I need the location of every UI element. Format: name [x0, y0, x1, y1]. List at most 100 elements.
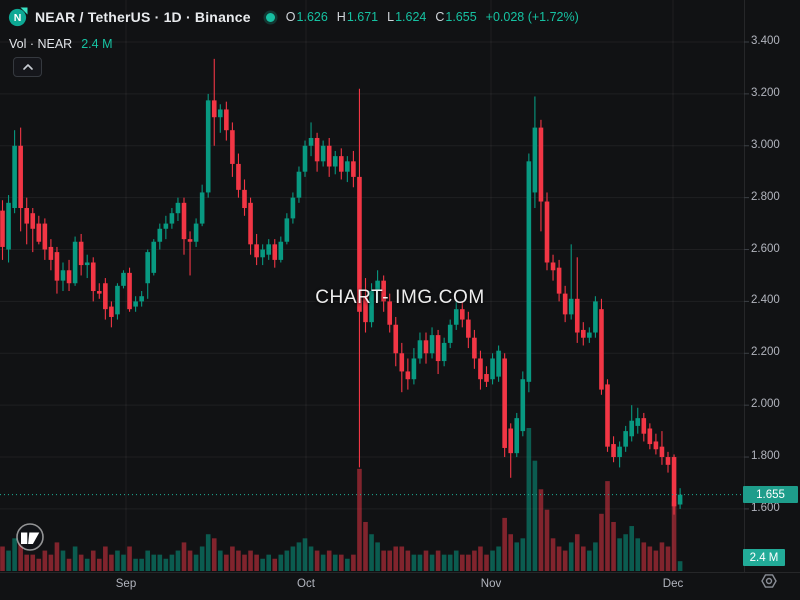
candle-body	[423, 340, 429, 354]
symbol-title[interactable]: NEAR / TetherUS · 1D · Binance	[35, 9, 251, 25]
volume-bar	[520, 538, 526, 571]
candle-body	[290, 197, 296, 219]
candle-body	[581, 329, 586, 338]
volume-bar	[599, 513, 604, 571]
candle-body	[381, 280, 386, 302]
candle-body	[526, 161, 532, 382]
candle-body	[175, 202, 181, 214]
candle-body	[635, 418, 641, 426]
candle-body	[12, 145, 17, 209]
candle-body	[230, 130, 235, 164]
volume-bar	[653, 550, 659, 571]
volume-bar	[302, 538, 308, 571]
volume-bar	[12, 538, 17, 571]
volume-bar	[623, 534, 628, 571]
volume-bar	[139, 558, 144, 571]
candle-body	[351, 161, 356, 177]
candle-body	[18, 145, 23, 209]
candle-body	[653, 441, 659, 450]
candle-body	[466, 319, 471, 338]
candle-body	[314, 137, 320, 162]
volume-bar	[30, 554, 36, 571]
volume-bar	[109, 554, 114, 571]
candle-body	[66, 270, 72, 284]
candle-body	[0, 210, 5, 247]
volume-bar	[671, 501, 677, 571]
volume-bar	[478, 546, 483, 571]
volume-bar	[659, 542, 665, 571]
volume-bar	[284, 550, 290, 571]
volume-bar	[103, 546, 108, 571]
candle-body	[272, 244, 278, 260]
candle-body	[574, 298, 580, 333]
candle-body	[532, 127, 538, 193]
time-axis-label: Nov	[480, 578, 502, 590]
volume-bar	[115, 550, 120, 571]
candle-body	[36, 223, 42, 242]
candle-body	[677, 494, 683, 505]
candle-body	[538, 127, 544, 202]
candle-body	[54, 252, 60, 281]
collapse-toolbar-button[interactable]	[13, 57, 42, 77]
volume-bar	[308, 546, 314, 571]
candle-body	[24, 208, 29, 224]
candle-body	[641, 418, 647, 434]
volume-bar	[0, 546, 5, 571]
volume-bar	[363, 521, 368, 571]
volume-bar	[641, 542, 647, 571]
volume-bar	[187, 550, 193, 571]
tradingview-logo[interactable]	[15, 522, 45, 552]
candle-body	[544, 201, 550, 263]
price-axis-label: 3.000	[751, 138, 780, 151]
candle-body	[139, 296, 144, 302]
volume-bar	[42, 550, 48, 571]
volume-bar	[145, 550, 150, 571]
volume-bar	[290, 546, 296, 571]
candle-body	[199, 192, 205, 224]
candle-body	[90, 262, 96, 292]
near-logo-icon: N	[8, 7, 28, 27]
volume-bar	[260, 558, 265, 571]
volume-bar	[151, 554, 157, 571]
candle-body	[163, 223, 169, 229]
volume-bar	[490, 550, 495, 571]
volume-bar	[248, 550, 253, 571]
candle-body	[363, 296, 368, 323]
candle-body	[187, 239, 193, 242]
volume-bar	[544, 509, 550, 571]
low-label: L	[387, 10, 395, 24]
candle-body	[169, 213, 175, 224]
volume-bar	[587, 550, 592, 571]
close-value: 1.655	[445, 10, 477, 24]
volume-bar	[466, 554, 471, 571]
candle-body	[484, 374, 489, 382]
candle-body	[157, 228, 163, 242]
candle-body	[339, 156, 344, 172]
candle-body	[345, 161, 350, 172]
volume-bar	[181, 542, 187, 571]
time-axis-settings-gear-icon[interactable]	[757, 569, 781, 593]
volume-bar	[84, 558, 90, 571]
volume-bar	[97, 558, 102, 571]
price-axis-label: 2.800	[751, 190, 780, 203]
volume-bar	[429, 554, 435, 571]
volume-bar	[48, 554, 54, 571]
candle-body	[115, 285, 120, 315]
volume-bar	[272, 558, 278, 571]
candle-body	[587, 332, 592, 338]
candle-body	[211, 100, 217, 118]
volume-bar	[230, 546, 235, 571]
volume-indicator-label[interactable]: Vol · NEAR	[9, 37, 73, 51]
volume-bar	[472, 550, 477, 571]
candle-body	[550, 262, 556, 271]
volume-bar	[453, 550, 459, 571]
candle-body	[320, 145, 326, 162]
volume-bar	[205, 534, 211, 571]
candle-body	[260, 249, 265, 258]
candle-body	[562, 293, 568, 315]
volume-bar	[387, 550, 392, 571]
candle-body	[599, 309, 604, 390]
candle-body	[6, 202, 11, 250]
